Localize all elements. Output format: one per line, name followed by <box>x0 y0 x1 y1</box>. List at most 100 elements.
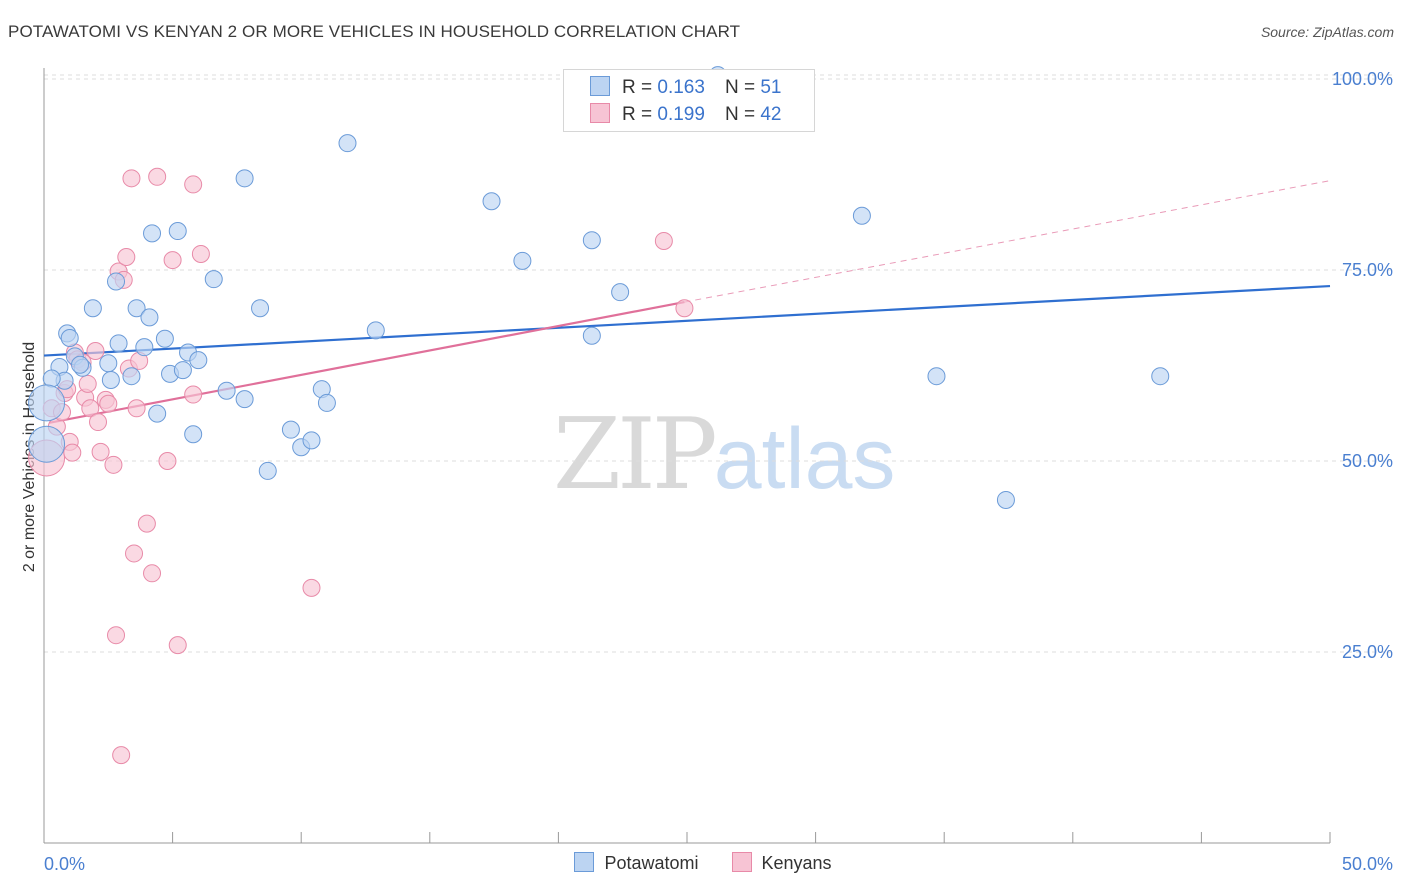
series-legend: Potawatomi Kenyans <box>0 852 1406 874</box>
potawatomi-point <box>582 326 601 345</box>
potawatomi-point <box>28 425 66 463</box>
potawatomi-point <box>582 231 601 250</box>
potawatomi-point <box>143 224 162 243</box>
watermark: ZIPatlas <box>553 398 895 512</box>
kenyans-point <box>675 299 694 318</box>
legend-n-value: 42 <box>760 104 782 125</box>
y-tick-label: 75.0% <box>1342 260 1393 280</box>
potawatomi-point <box>148 404 167 423</box>
legend-label-kenyans: Kenyans <box>761 853 832 873</box>
y-tick-label: 100.0% <box>1332 69 1393 89</box>
kenyans-point <box>122 169 141 188</box>
potawatomi-trend-line <box>43 284 1331 357</box>
potawatomi-point <box>42 369 61 388</box>
potawatomi-point <box>1151 367 1170 386</box>
kenyans-point <box>163 251 182 270</box>
potawatomi-point <box>611 283 630 302</box>
kenyans-point <box>191 244 210 263</box>
axes <box>43 68 1331 844</box>
potawatomi-point <box>173 361 192 380</box>
kenyans-point <box>143 564 162 583</box>
potawatomi-point <box>168 222 187 241</box>
gridlines <box>44 74 1392 653</box>
potawatomi-point <box>251 299 270 318</box>
legend-r-label: R = <box>622 104 653 125</box>
potawatomi-point <box>28 384 66 422</box>
potawatomi-point <box>140 308 159 327</box>
legend-item-kenyans[interactable]: Kenyans <box>731 852 832 874</box>
kenyans-point <box>104 455 123 474</box>
kenyans-point <box>137 514 156 533</box>
potawatomi-point <box>127 299 146 318</box>
potawatomi-point <box>513 251 532 270</box>
x-tick-label-min: 0.0% <box>44 854 85 874</box>
potawatomi-point <box>189 351 208 370</box>
source-credit: Source: ZipAtlas.com <box>1260 24 1394 40</box>
kenyans-trend-line <box>48 301 685 424</box>
legend-n-label: N = <box>724 104 756 125</box>
potawatomi-point <box>217 381 236 400</box>
legend-n-value: 51 <box>760 77 782 98</box>
potawatomi-point <box>101 371 120 390</box>
potawatomi-point <box>71 355 90 374</box>
legend-n-label: N = <box>724 77 756 98</box>
watermark-atlas: atlas <box>713 411 896 507</box>
kenyans-trend-extension <box>684 180 1331 303</box>
legend-r-value: 0.163 <box>657 77 705 98</box>
legend-swatch-blue <box>574 852 595 872</box>
kenyans-point <box>91 442 110 461</box>
kenyans-point <box>302 578 321 597</box>
potawatomi-point <box>155 329 174 348</box>
kenyans-point <box>184 385 203 404</box>
potawatomi-point <box>338 134 357 153</box>
kenyans-point <box>125 544 144 563</box>
potawatomi-point <box>184 425 203 444</box>
potawatomi-point <box>235 169 254 188</box>
correlation-legend: R = 0.163 N = 51 R = 0.199 N = 42 <box>563 69 815 132</box>
legend-item-potawatomi[interactable]: Potawatomi <box>574 852 698 874</box>
kenyans-point <box>63 443 82 462</box>
kenyans-point <box>99 394 118 413</box>
potawatomi-point <box>852 206 871 225</box>
potawatomi-point <box>927 367 946 386</box>
kenyans-points <box>28 167 694 765</box>
legend-row-kenyans: R = 0.199 N = 42 <box>590 103 781 126</box>
kenyans-point <box>184 175 203 194</box>
legend-swatch-blue <box>590 76 610 96</box>
potawatomi-point <box>258 461 277 480</box>
kenyans-point <box>168 636 187 655</box>
potawatomi-point <box>996 490 1015 509</box>
potawatomi-point <box>235 390 254 409</box>
tick-labels: 25.0% 50.0% 75.0% 100.0% 0.0% 50.0% <box>44 69 1393 874</box>
potawatomi-point <box>317 393 336 412</box>
potawatomi-point <box>366 321 385 340</box>
watermark-zip: ZIP <box>553 398 718 512</box>
trend-lines <box>43 180 1331 424</box>
legend-r-value: 0.199 <box>657 104 705 125</box>
legend-row-potawatomi: R = 0.163 N = 51 <box>590 76 781 99</box>
potawatomi-point <box>482 192 501 211</box>
kenyans-point <box>107 626 126 645</box>
potawatomi-point <box>135 338 154 357</box>
kenyans-point <box>81 399 100 418</box>
legend-r-label: R = <box>622 77 653 98</box>
kenyans-point <box>86 341 105 360</box>
kenyans-point <box>148 167 167 186</box>
chart-title: POTAWATOMI VS KENYAN 2 OR MORE VEHICLES … <box>8 22 741 41</box>
kenyans-point <box>654 231 673 250</box>
legend-swatch-pink <box>731 852 752 872</box>
kenyans-point <box>112 746 131 765</box>
potawatomi-point <box>109 334 128 353</box>
kenyans-point <box>158 452 177 470</box>
potawatomi-point <box>60 328 79 347</box>
kenyans-point <box>127 399 146 418</box>
potawatomi-point <box>302 431 321 450</box>
y-tick-label: 50.0% <box>1342 451 1393 471</box>
x-tick-label-max: 50.0% <box>1342 854 1393 874</box>
kenyans-point <box>117 248 136 267</box>
y-tick-label: 25.0% <box>1342 642 1393 662</box>
kenyans-point <box>78 374 97 393</box>
potawatomi-point <box>204 270 223 289</box>
potawatomi-point <box>83 299 102 318</box>
